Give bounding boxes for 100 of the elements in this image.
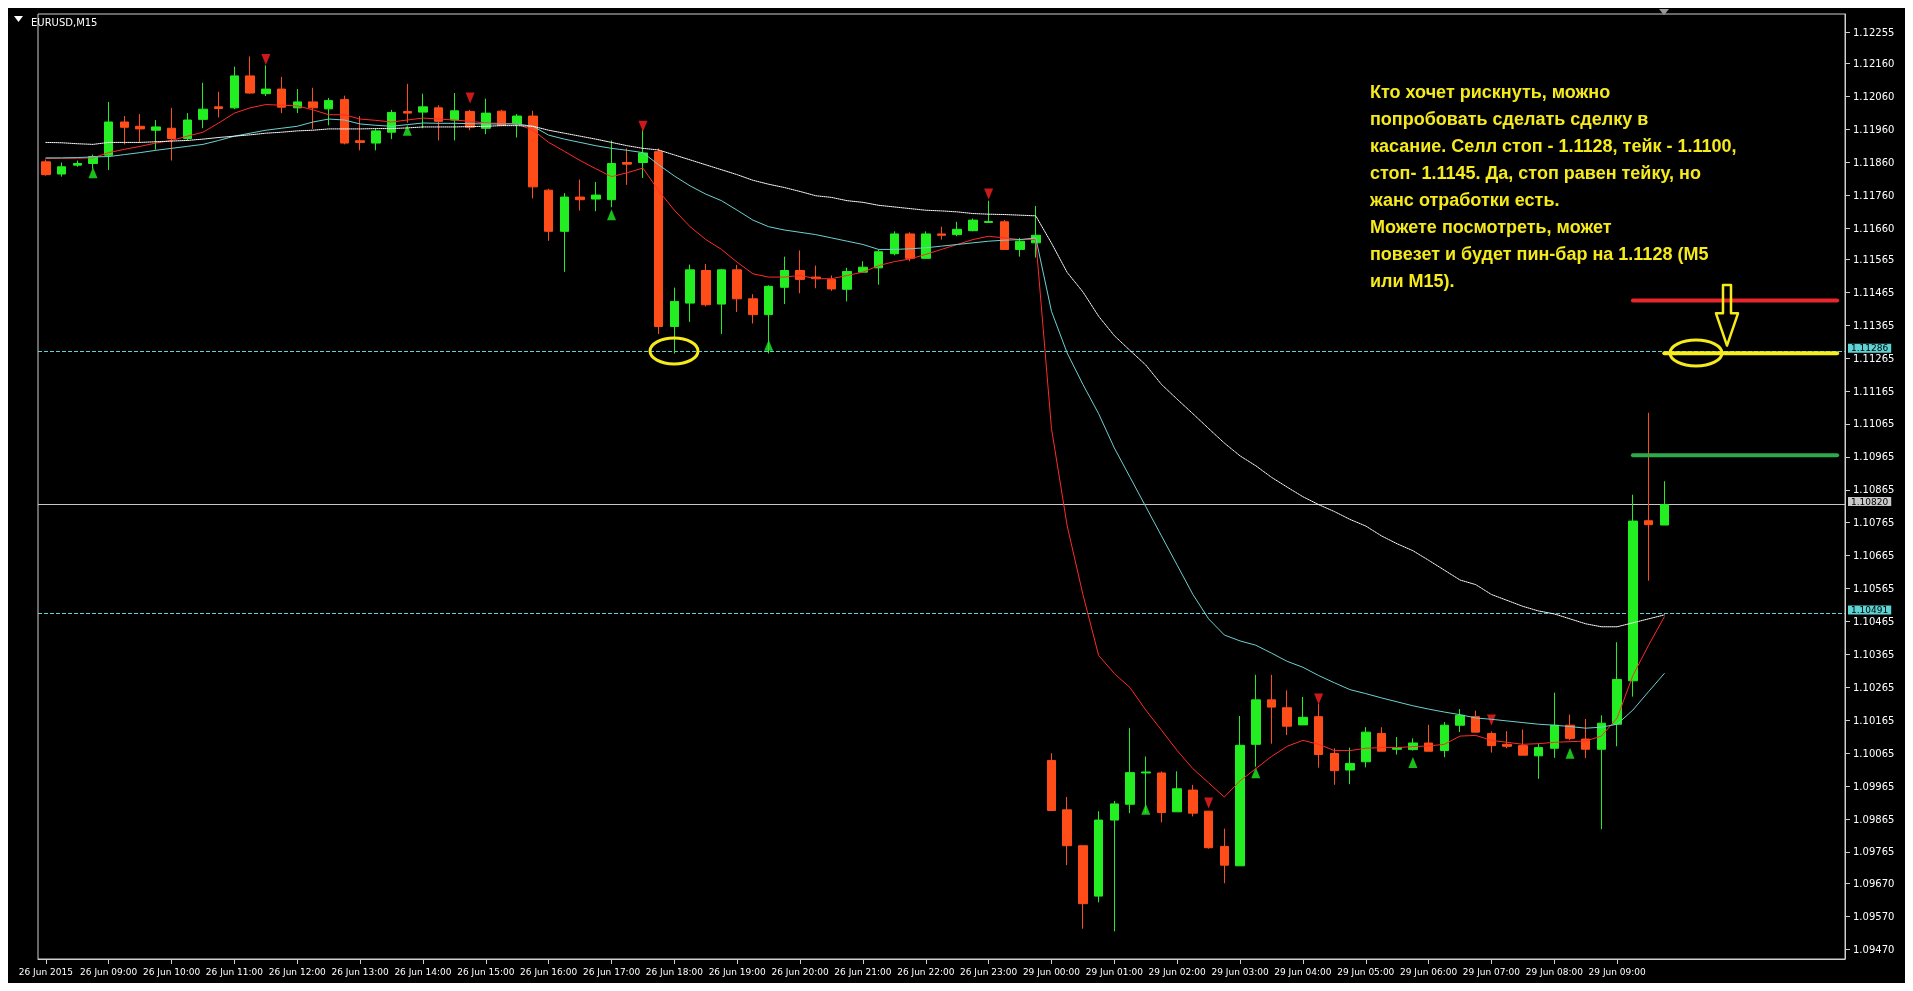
candlestick [1660, 480, 1669, 526]
candlestick [1330, 747, 1339, 786]
candlestick [748, 293, 758, 325]
candlestick [1125, 727, 1135, 814]
candlestick [842, 267, 852, 302]
x-tick-label: 26 Jun 19:00 [708, 966, 767, 977]
x-tick-label: 26 Jun 17:00 [582, 966, 641, 977]
x-tick-label: 26 Jun 14:00 [394, 966, 452, 977]
candlestick [308, 87, 318, 130]
candlestick [1440, 721, 1449, 758]
y-tick-label: 1.11465 [1853, 286, 1895, 298]
candlestick [1534, 743, 1543, 780]
candlestick [717, 268, 726, 335]
candlestick [1267, 674, 1276, 745]
point [1141, 803, 1151, 815]
point [1251, 767, 1261, 779]
x-tick-label: 29 Jun 03:00 [1211, 966, 1269, 977]
candlestick [1628, 494, 1638, 698]
point [1408, 756, 1418, 768]
y-tick-label: 1.11065 [1853, 418, 1895, 430]
y-tick-label: 1.10165 [1853, 714, 1895, 726]
y-tick-label: 1.10365 [1853, 648, 1895, 660]
candlestick [1612, 641, 1622, 747]
candlestick [418, 93, 428, 129]
y-tick-label: 1.10265 [1853, 681, 1895, 693]
point [402, 124, 412, 136]
point [261, 53, 271, 65]
candlestick [905, 231, 915, 262]
candlestick [827, 274, 836, 292]
y-tick-label: 1.11165 [1853, 385, 1895, 397]
x-tick-label: 29 Jun 09:00 [1588, 966, 1647, 977]
candlestick [1644, 412, 1653, 582]
x-tick-label: 29 Jun 05:00 [1337, 966, 1395, 977]
y-tick-label: 1.11565 [1853, 253, 1895, 265]
candlestick [1502, 730, 1512, 749]
candlestick [622, 147, 632, 186]
candlestick [984, 200, 993, 223]
y-tick-label: 1.11760 [1853, 189, 1895, 201]
candlestick [214, 91, 223, 118]
x-tick-label: 29 Jun 01:00 [1085, 966, 1144, 977]
y-tick-label: 1.09670 [1853, 877, 1895, 889]
candlestick [685, 264, 695, 323]
candlestick [937, 226, 946, 241]
candlestick [1220, 828, 1229, 884]
point [607, 209, 617, 221]
x-tick-label: 26 Jun 13:00 [331, 966, 389, 977]
candlestick [230, 66, 239, 110]
candlestick [701, 263, 711, 307]
ref-line-label: 1.11286 [1851, 343, 1889, 354]
x-tick-label: 26 Jun 11:00 [205, 966, 264, 977]
candlestick [1235, 715, 1245, 867]
point [465, 92, 475, 104]
y-tick-label: 1.10465 [1853, 616, 1895, 627]
y-tick-label: 1.12160 [1853, 57, 1895, 69]
candlestick [57, 162, 66, 178]
candlestick [890, 230, 899, 256]
x-tick-label: 26 Jun 09:00 [80, 966, 138, 977]
point [1314, 693, 1324, 705]
point [1204, 797, 1214, 809]
x-tick-label: 26 Jun 22:00 [897, 966, 955, 977]
candlestick [1110, 800, 1119, 932]
x-tick-label: 29 Jun 08:00 [1525, 966, 1584, 977]
candlestick [104, 101, 113, 171]
candlestick [261, 64, 271, 97]
candlestick [1094, 810, 1103, 903]
candlestick [41, 159, 51, 177]
candlestick [120, 115, 129, 145]
candlestick [167, 107, 176, 162]
point [764, 339, 774, 351]
ref-line-label: 1.10820 [1851, 496, 1889, 507]
candlestick [654, 147, 663, 335]
point [638, 120, 648, 132]
candlestick [591, 181, 601, 212]
y-tick-label: 1.09865 [1853, 813, 1895, 825]
annotation: Можете посмотреть, может повезет и будет пин-бар на 1.1128 (M5 или M15). [1370, 216, 1714, 291]
candlestick [732, 264, 742, 313]
candlestick [324, 97, 333, 126]
candlestick [277, 76, 286, 114]
y-tick-label: 1.09965 [1853, 780, 1895, 792]
candlestick [544, 188, 553, 242]
candlestick [183, 112, 192, 141]
candlestick [575, 179, 585, 212]
candlestick [1565, 714, 1575, 741]
candlestick [1377, 726, 1386, 752]
candlestick [1047, 752, 1056, 811]
point [984, 188, 994, 200]
candlestick [73, 160, 82, 168]
candlestick [434, 104, 443, 141]
candlestick [1172, 770, 1182, 813]
point [88, 167, 98, 179]
y-tick-label: 1.11265 [1853, 352, 1895, 364]
candlestick [371, 128, 381, 151]
y-tick-label: 1.10865 [1853, 484, 1895, 496]
y-tick-label: 1.10665 [1853, 550, 1895, 562]
candlestick [1204, 810, 1213, 850]
candlestick [874, 248, 883, 286]
candlestick [780, 256, 789, 305]
candlestick [1345, 747, 1355, 785]
candlestick [607, 139, 616, 208]
candlestick [670, 287, 679, 354]
